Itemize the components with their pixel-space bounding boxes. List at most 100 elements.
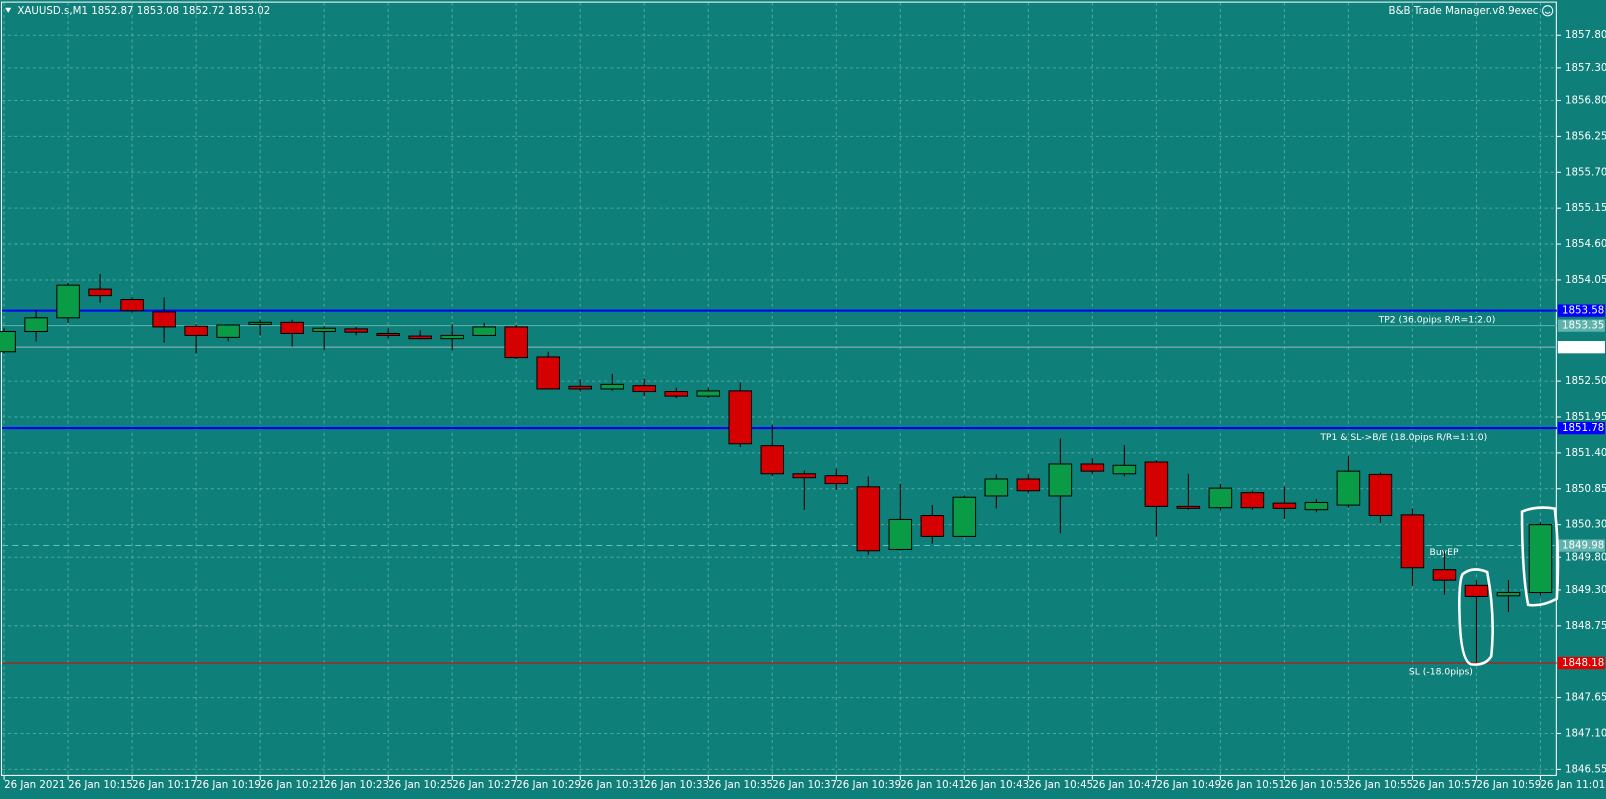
axes: 1857.80 1857.30 1856.80 1856.25 1855.70 1855.… bbox=[3, 29, 1606, 791]
y-tick-label: 1846.55 bbox=[1565, 763, 1606, 775]
price-label-bg bbox=[1557, 539, 1605, 552]
x-tick-label: 26 Jan 10:17 bbox=[132, 779, 197, 791]
candle-body bbox=[856, 486, 881, 552]
x-tick-label: 26 Jan 10:53 bbox=[1284, 779, 1349, 791]
candle-body bbox=[664, 391, 689, 397]
candle-body bbox=[376, 332, 400, 336]
x-tick-label: 26 Jan 10:57 bbox=[1412, 779, 1477, 791]
candle-body bbox=[1112, 464, 1137, 475]
candle-body bbox=[1528, 524, 1553, 594]
y-tick-label: 1851.40 bbox=[1565, 447, 1606, 459]
candle-body bbox=[984, 478, 1009, 497]
price-label-bg bbox=[1557, 656, 1605, 670]
y-tick-label: 1855.70 bbox=[1565, 166, 1606, 178]
x-tick-label: 26 Jan 11:01 bbox=[1540, 779, 1605, 791]
price-label: 1853.58 bbox=[1562, 305, 1604, 317]
candle-body bbox=[952, 496, 977, 537]
x-tick-label: 26 Jan 10:59 bbox=[1476, 779, 1541, 791]
candle-body bbox=[1176, 505, 1201, 509]
candle-body bbox=[1368, 473, 1393, 517]
candle-body bbox=[0, 330, 16, 353]
candle-body bbox=[1144, 461, 1169, 507]
candle-body bbox=[1016, 478, 1041, 492]
candle-body bbox=[888, 518, 913, 550]
y-tick-label: 1851.95 bbox=[1565, 411, 1606, 423]
x-tick-label: 26 Jan 10:39 bbox=[836, 779, 901, 791]
y-tick-label: 1850.85 bbox=[1565, 483, 1606, 495]
x-tick-label: 26 Jan 10:43 bbox=[964, 779, 1029, 791]
candle-body bbox=[1080, 463, 1105, 472]
candle-body bbox=[568, 385, 593, 390]
price-label: 1853.35 bbox=[1562, 320, 1604, 332]
y-tick-label: 1854.60 bbox=[1565, 238, 1606, 250]
y-tick-label: 1854.05 bbox=[1565, 274, 1606, 286]
x-tick-label: 26 Jan 10:45 bbox=[1028, 779, 1093, 791]
candle-body bbox=[88, 288, 112, 297]
candle-body bbox=[1272, 502, 1297, 509]
y-tick-label: 1848.75 bbox=[1565, 620, 1606, 632]
price-label: 1848.18 bbox=[1562, 657, 1604, 669]
price-label: 1849.98 bbox=[1562, 540, 1604, 552]
indicator-name: B&B Trade Manager.v8.9exec bbox=[1389, 5, 1539, 17]
y-tick-label: 1855.15 bbox=[1565, 202, 1606, 214]
candle-body bbox=[248, 321, 272, 325]
x-tick-label: 26 Jan 10:51 bbox=[1220, 779, 1285, 791]
candle-body bbox=[760, 445, 785, 475]
candle-body bbox=[1304, 501, 1329, 511]
candle-body bbox=[504, 326, 528, 359]
y-tick-label: 1850.30 bbox=[1565, 519, 1606, 531]
x-tick-label: 26 Jan 10:21 bbox=[260, 779, 325, 791]
y-tick-label: 1847.65 bbox=[1565, 692, 1606, 704]
x-tick-label: 26 Jan 10:33 bbox=[644, 779, 709, 791]
price-label-bg bbox=[1557, 421, 1605, 435]
menu-triangle[interactable] bbox=[5, 7, 12, 13]
candle-body bbox=[792, 473, 817, 479]
price-label: 1853.02 bbox=[1562, 341, 1604, 353]
x-tick-label: 26 Jan 10:15 bbox=[68, 779, 133, 791]
chart-title: XAUUSD.s,M1 1852.87 1853.08 1852.72 1853… bbox=[17, 5, 270, 17]
x-tick-label: 26 Jan 10:31 bbox=[580, 779, 645, 791]
x-tick-label: 26 Jan 10:27 bbox=[452, 779, 517, 791]
x-tick-label: 26 Jan 10:19 bbox=[196, 779, 261, 791]
candles bbox=[0, 274, 1553, 663]
price-label-bg bbox=[1557, 319, 1605, 332]
y-tick-label: 1849.30 bbox=[1565, 584, 1606, 596]
candle-body bbox=[600, 383, 625, 390]
price-label-bg bbox=[1557, 341, 1605, 354]
x-tick-label: 26 Jan 10:23 bbox=[324, 779, 389, 791]
candle-body bbox=[536, 356, 561, 390]
grid bbox=[2, 2, 1557, 776]
x-tick-label: 26 Jan 10:25 bbox=[388, 779, 453, 791]
candle-body bbox=[1496, 592, 1521, 597]
y-tick-label: 1847.10 bbox=[1565, 727, 1606, 739]
x-tick-label: 26 Jan 10:49 bbox=[1156, 779, 1221, 791]
candle-body bbox=[24, 317, 48, 333]
candle-body bbox=[728, 390, 753, 445]
x-tick-label: 26 Jan 10:29 bbox=[516, 779, 581, 791]
candle-body bbox=[408, 335, 432, 340]
candle-body bbox=[824, 475, 849, 485]
y-tick-label: 1857.80 bbox=[1565, 29, 1606, 41]
candle-body bbox=[472, 326, 496, 336]
hand-drawn-highlight bbox=[1458, 568, 1494, 666]
candle-body bbox=[120, 299, 144, 312]
candle-body bbox=[440, 334, 464, 340]
x-tick-label: 26 Jan 10:35 bbox=[708, 779, 773, 791]
smiley-icon bbox=[1541, 5, 1554, 17]
candle-body bbox=[1240, 492, 1265, 509]
y-tick-label: 1849.80 bbox=[1565, 551, 1606, 563]
level-text: TP1 & SL->B/E (18.0pips R/R=1:1.0) bbox=[1319, 432, 1487, 443]
candle-body bbox=[216, 324, 240, 338]
candle-body bbox=[1432, 569, 1457, 581]
candle-body bbox=[344, 328, 368, 333]
candle-body bbox=[184, 325, 208, 336]
x-tick-label: 26 Jan 10:37 bbox=[772, 779, 837, 791]
candle-body bbox=[696, 390, 721, 397]
candle-body bbox=[152, 311, 176, 328]
x-tick-label: 26 Jan 2021 bbox=[4, 779, 65, 791]
plot-border bbox=[1, 1, 1557, 776]
candle-body bbox=[1208, 487, 1233, 509]
price-label: 1851.78 bbox=[1562, 422, 1604, 434]
candle-body bbox=[280, 321, 304, 334]
